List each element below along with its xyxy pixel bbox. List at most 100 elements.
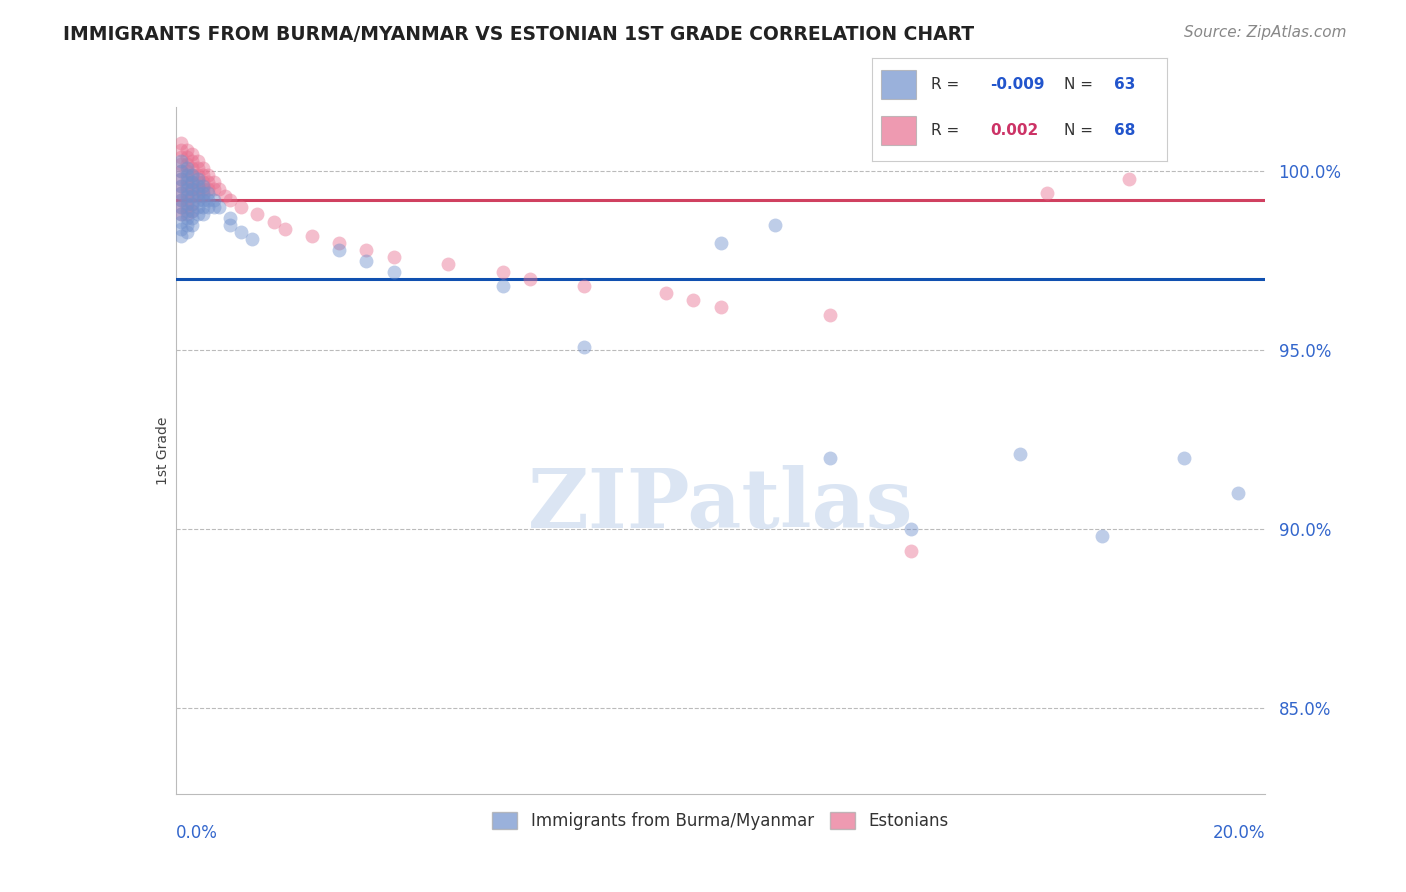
Point xyxy=(176,178,198,193)
Point xyxy=(181,189,204,203)
Point xyxy=(219,193,242,207)
Point xyxy=(176,143,198,157)
Point xyxy=(191,186,214,200)
Text: -0.009: -0.009 xyxy=(990,77,1045,92)
Point xyxy=(170,207,193,221)
Point xyxy=(170,200,193,214)
Point xyxy=(186,171,209,186)
Point xyxy=(181,203,204,218)
Point xyxy=(176,207,198,221)
Point xyxy=(1227,486,1250,500)
Point xyxy=(191,178,214,193)
Point xyxy=(170,214,193,228)
Point xyxy=(197,182,219,196)
Point xyxy=(197,168,219,182)
Point xyxy=(170,143,193,157)
Point xyxy=(170,228,193,243)
Point xyxy=(197,175,219,189)
Point xyxy=(246,207,269,221)
Point xyxy=(1173,450,1195,465)
Point xyxy=(176,225,198,239)
Text: N =: N = xyxy=(1064,123,1098,138)
Point xyxy=(219,211,242,225)
Point xyxy=(176,175,198,189)
Point xyxy=(176,164,198,178)
Point xyxy=(170,136,193,150)
Point xyxy=(328,235,350,250)
Point xyxy=(197,186,219,200)
Legend: Immigrants from Burma/Myanmar, Estonians: Immigrants from Burma/Myanmar, Estonians xyxy=(485,805,956,837)
Point xyxy=(176,157,198,171)
Point xyxy=(186,178,209,193)
Point xyxy=(176,211,198,225)
Point xyxy=(170,150,193,164)
Point xyxy=(356,243,378,257)
Point xyxy=(186,189,209,203)
Point xyxy=(176,168,198,182)
Point xyxy=(170,193,193,207)
Point xyxy=(170,186,193,200)
Point xyxy=(202,175,225,189)
Point xyxy=(186,186,209,200)
Point xyxy=(170,221,193,235)
Point xyxy=(181,168,204,182)
Point xyxy=(191,161,214,175)
Point xyxy=(197,200,219,214)
Point xyxy=(191,175,214,189)
Bar xyxy=(880,117,917,145)
Text: 63: 63 xyxy=(1114,77,1135,92)
Point xyxy=(1118,171,1140,186)
Point xyxy=(176,189,198,203)
Point xyxy=(437,257,460,271)
Point xyxy=(301,228,323,243)
Point xyxy=(186,207,209,221)
Point xyxy=(202,182,225,196)
Point xyxy=(170,153,193,168)
Point xyxy=(710,301,733,315)
Point xyxy=(186,193,209,207)
Point xyxy=(181,218,204,232)
Point xyxy=(231,200,253,214)
Point xyxy=(181,196,204,211)
Text: IMMIGRANTS FROM BURMA/MYANMAR VS ESTONIAN 1ST GRADE CORRELATION CHART: IMMIGRANTS FROM BURMA/MYANMAR VS ESTONIA… xyxy=(63,25,974,44)
Point xyxy=(181,153,204,168)
Point xyxy=(176,171,198,186)
Point xyxy=(186,175,209,189)
Point xyxy=(170,200,193,214)
Point xyxy=(219,218,242,232)
Point xyxy=(170,164,193,178)
Point xyxy=(191,168,214,182)
Point xyxy=(176,161,198,175)
Point xyxy=(176,196,198,211)
Point xyxy=(818,450,841,465)
Point xyxy=(519,271,541,285)
Point xyxy=(181,189,204,203)
Text: Source: ZipAtlas.com: Source: ZipAtlas.com xyxy=(1184,25,1347,40)
Point xyxy=(176,186,198,200)
Point xyxy=(176,203,198,218)
Point xyxy=(181,196,204,211)
Point xyxy=(208,200,231,214)
Point xyxy=(231,225,253,239)
Point xyxy=(170,178,193,193)
Point xyxy=(170,171,193,186)
Text: R =: R = xyxy=(931,123,965,138)
Point xyxy=(181,175,204,189)
Point xyxy=(170,178,193,193)
Point xyxy=(208,182,231,196)
Point xyxy=(1036,186,1059,200)
Point xyxy=(382,250,405,264)
Point xyxy=(214,189,236,203)
Point xyxy=(818,308,841,322)
Point xyxy=(181,182,204,196)
Point xyxy=(191,182,214,196)
Point xyxy=(181,182,204,196)
Point xyxy=(900,522,922,536)
Point xyxy=(655,286,678,301)
Point xyxy=(176,200,198,214)
Text: 0.002: 0.002 xyxy=(990,123,1038,138)
Text: 20.0%: 20.0% xyxy=(1213,824,1265,842)
Point xyxy=(574,340,596,354)
Point xyxy=(274,221,297,235)
Point xyxy=(181,161,204,175)
